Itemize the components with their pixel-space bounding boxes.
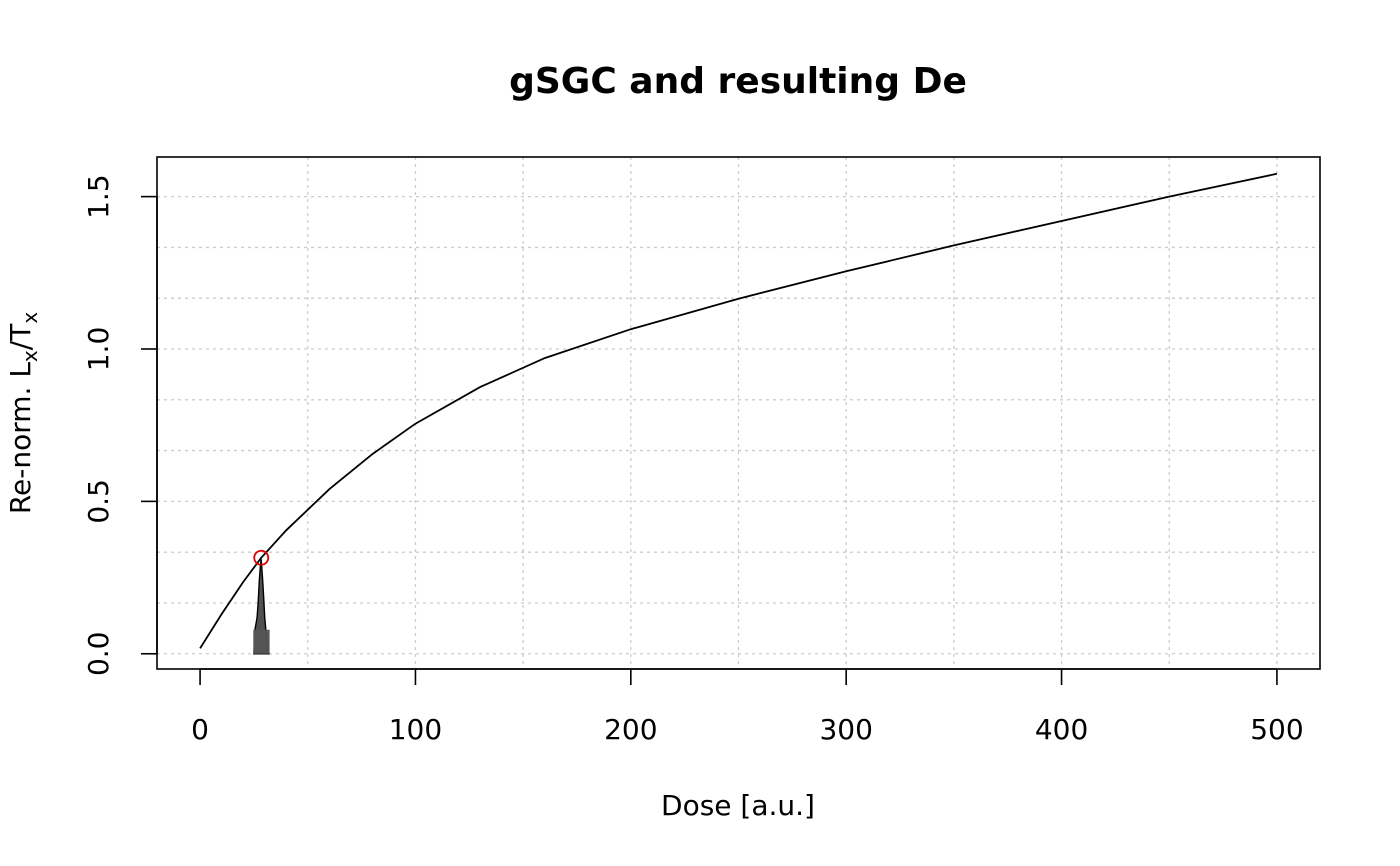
x-tick-label: 300 xyxy=(819,713,872,746)
y-tick-label: 0.5 xyxy=(82,479,115,524)
y-tick-label: 1.5 xyxy=(82,174,115,219)
y-tick-label: 1.0 xyxy=(82,327,115,372)
de-distribution-layer xyxy=(253,559,270,655)
y-label-mid: /T xyxy=(4,323,37,350)
x-tick-label: 500 xyxy=(1250,713,1303,746)
x-tick-label: 200 xyxy=(604,713,657,746)
curve-layer xyxy=(199,172,1278,649)
y-axis-label: Re-norm. Lx/Tx xyxy=(4,312,42,515)
chart-title: gSGC and resulting De xyxy=(509,61,967,102)
grid xyxy=(157,157,1320,669)
x-tick-label: 400 xyxy=(1035,713,1088,746)
y-label-sub-2: x xyxy=(18,312,42,324)
x-tick-label: 100 xyxy=(389,713,442,746)
growth-curve-line xyxy=(199,172,1278,649)
x-axis-label: Dose [a.u.] xyxy=(661,789,815,822)
de-point-layer xyxy=(253,549,270,566)
y-label-sub-1: x xyxy=(18,350,42,362)
x-tick-label: 0 xyxy=(191,713,209,746)
de-point-marker xyxy=(253,549,270,566)
y-tick-label: 0.0 xyxy=(82,631,115,676)
axes: 0 100 200 300 400 500 0.0 0.5 1.0 1.5 xyxy=(82,174,1304,746)
y-label-prefix: Re-norm. L xyxy=(4,362,37,515)
